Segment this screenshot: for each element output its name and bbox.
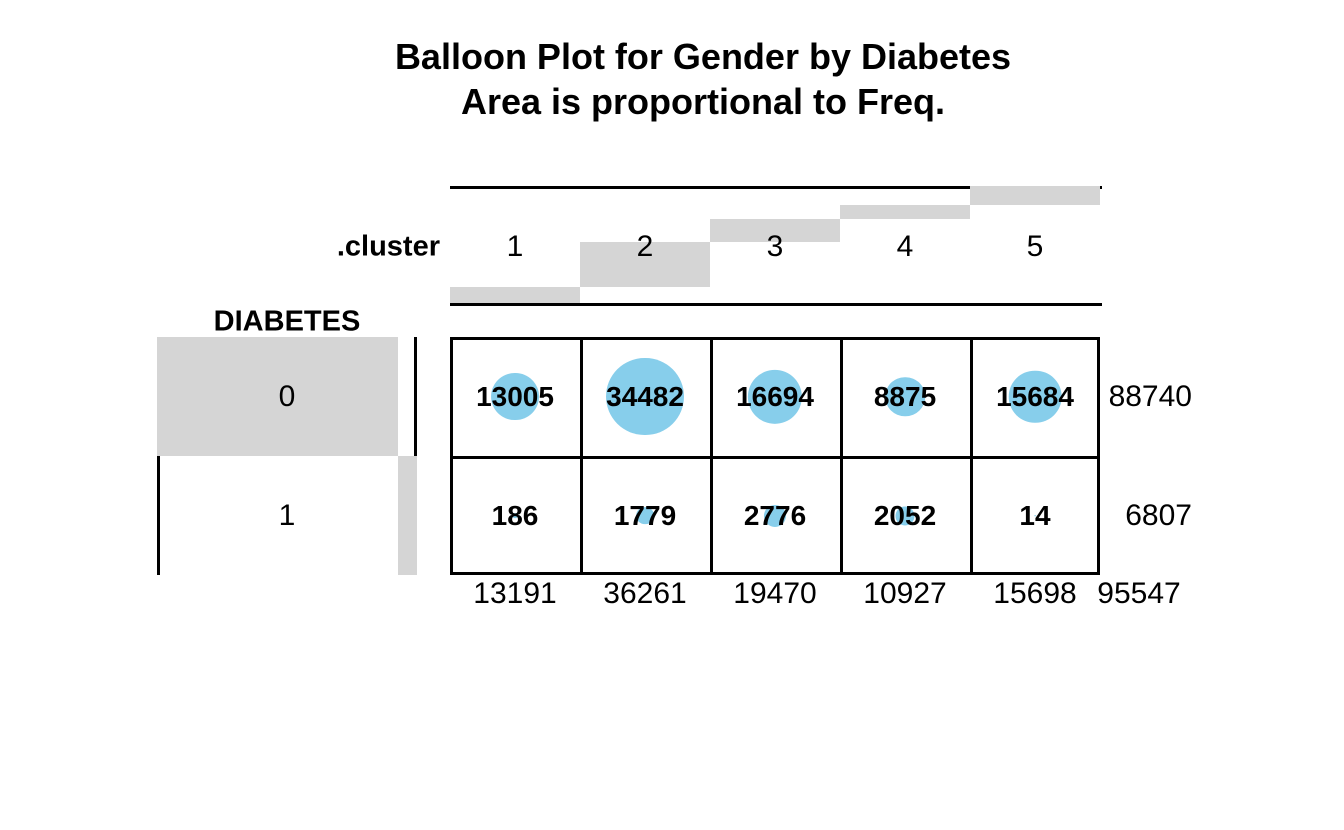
row-total-1: 6807	[1125, 498, 1192, 532]
column-total-2: 36261	[603, 577, 687, 610]
cell-value-r1-c3: 2776	[743, 499, 807, 531]
balloon-r1-c4	[895, 505, 915, 526]
column-label-4: 4	[896, 230, 914, 263]
balloon-r1-c1	[512, 512, 518, 519]
cell-value-r1-c4: 2052	[873, 499, 937, 531]
cell-value-r1-c2: 1779	[613, 499, 677, 531]
balloon-r1-c2	[636, 506, 654, 525]
grand-total: 95547	[1097, 577, 1181, 610]
column-margin-bar-2	[580, 242, 710, 287]
plot-title: Balloon Plot for Gender by Diabetes Area…	[203, 34, 1203, 124]
cell-value-r1-c1: 186	[491, 499, 539, 531]
balloon-r0-c5	[1008, 370, 1062, 423]
column-total-5: 15698	[993, 577, 1077, 610]
plot-title-line1: Balloon Plot for Gender by Diabetes	[394, 36, 1012, 77]
column-header-bottom-rule	[450, 303, 1102, 306]
column-label-2: 2	[636, 230, 654, 263]
column-margin-bar-1	[450, 286, 580, 303]
balloon-r1-c5	[1034, 514, 1036, 517]
row-margin-bar-0	[157, 337, 399, 456]
row-label-1: 1	[278, 498, 296, 532]
plot-title-line2: Area is proportional to Freq.	[460, 81, 946, 122]
column-margin-bar-5	[970, 186, 1100, 206]
row-margin-bar-1	[398, 456, 417, 575]
column-total-4: 10927	[863, 577, 947, 610]
cell-value-r0-c2: 34482	[606, 380, 684, 412]
column-header-top-rule	[450, 186, 1102, 189]
balloon-r0-c3	[747, 369, 803, 424]
column-label-5: 5	[1026, 230, 1044, 263]
column-label-3: 3	[766, 230, 784, 263]
column-margin-bar-4	[840, 205, 970, 219]
row-label-left-rule	[157, 337, 160, 575]
grid-hline-2	[450, 572, 1100, 575]
grid-hline-1	[450, 456, 1100, 459]
column-variable-label: .cluster	[336, 230, 440, 263]
row-total-0: 88740	[1108, 379, 1192, 413]
grid-hline-0	[450, 337, 1100, 340]
column-total-1: 13191	[473, 577, 557, 610]
balloon-r0-c1	[491, 372, 539, 421]
cell-value-r1-c5: 14	[1019, 499, 1051, 531]
cell-value-r0-c5: 15684	[996, 380, 1074, 412]
balloon-r0-c4	[885, 376, 925, 417]
balloon-r1-c3	[763, 504, 787, 527]
row-label-0: 0	[278, 379, 296, 413]
column-margin-bar-3	[710, 218, 840, 243]
row-variable-label: DIABETES	[213, 305, 361, 338]
column-total-3: 19470	[733, 577, 817, 610]
cell-value-r0-c3: 16694	[736, 380, 814, 412]
balloon-r0-c2	[606, 357, 684, 436]
cell-value-r0-c4: 8875	[873, 380, 937, 412]
column-label-1: 1	[506, 230, 524, 263]
cell-value-r0-c1: 13005	[476, 380, 554, 412]
